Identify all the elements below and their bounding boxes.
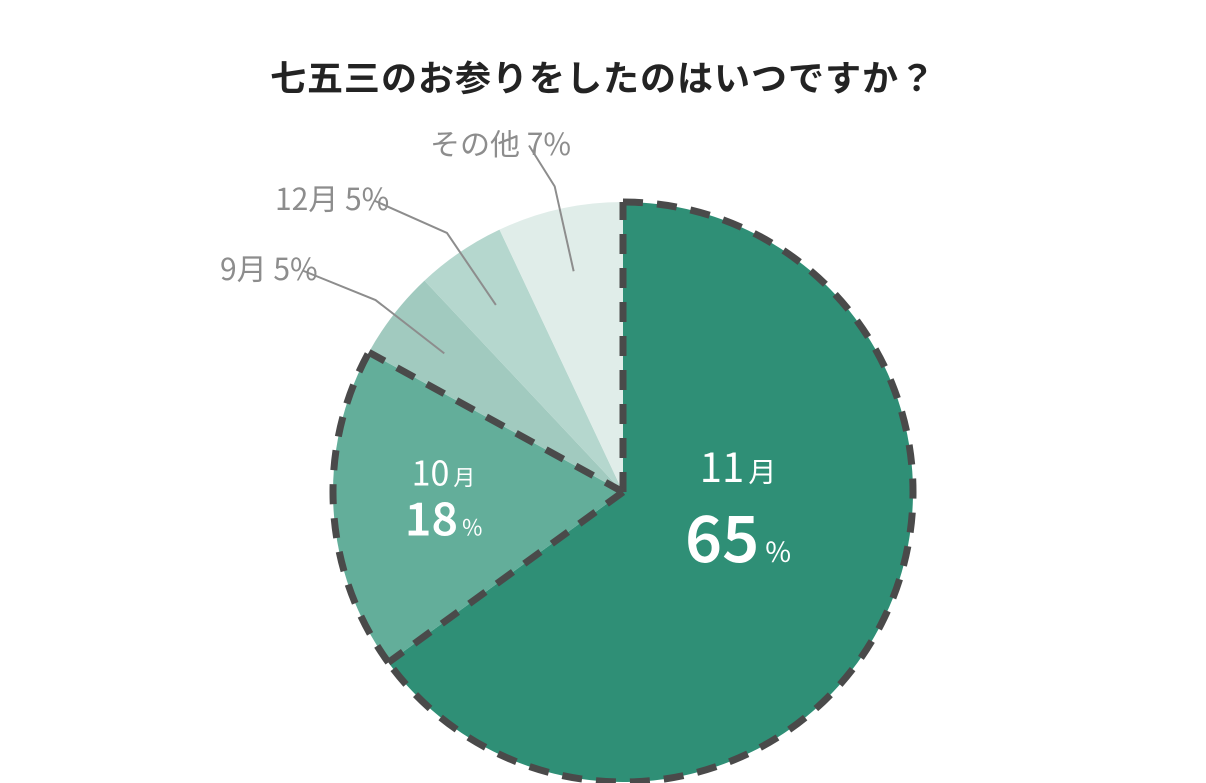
callout-label: その他 7%	[430, 120, 571, 164]
callout-label: 9月 5%	[220, 245, 318, 289]
callout-label: 12月 5%	[275, 175, 389, 219]
pie-chart: 11月65%10月18%	[0, 0, 1206, 783]
